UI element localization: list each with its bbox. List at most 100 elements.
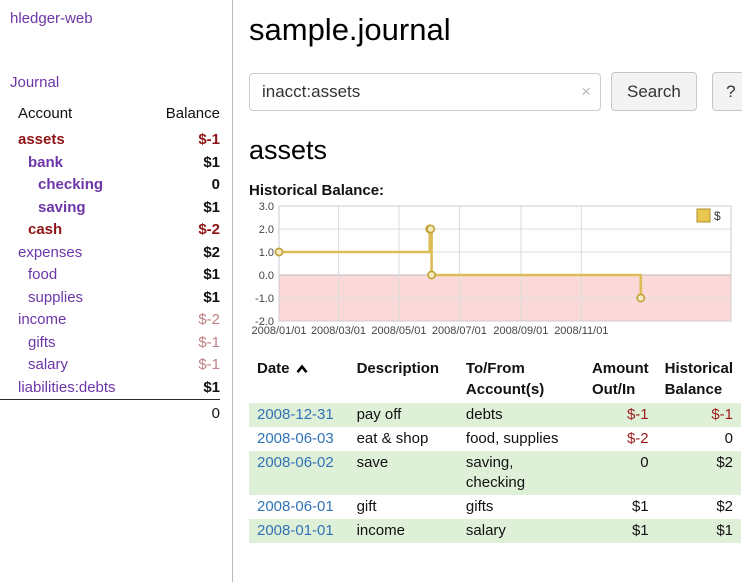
search-input-wrap: ×: [249, 72, 601, 111]
col-description: Description: [356, 360, 440, 377]
account-balance: $2: [203, 243, 220, 261]
y-tick-label: 3.0: [259, 201, 274, 213]
account-link-food[interactable]: food: [28, 266, 58, 283]
col-balance: Historical Balance: [664, 360, 733, 398]
transaction-date-link[interactable]: 2008-12-31: [257, 406, 334, 423]
account-link-salary[interactable]: salary: [28, 356, 69, 373]
legend-label: $: [714, 209, 721, 223]
transaction-date-link[interactable]: 2008-06-03: [257, 430, 334, 447]
account-row: income $-2: [10, 309, 220, 332]
transaction-accounts: saving, checking: [465, 454, 526, 491]
account-row: salary $-1: [10, 354, 220, 377]
data-point-marker: [274, 247, 284, 257]
app-title-link[interactable]: hledger-web: [10, 10, 93, 27]
transaction-amount: $-2: [626, 430, 649, 447]
transaction-date-link[interactable]: 2008-06-01: [257, 498, 334, 515]
help-button[interactable]: ?: [711, 72, 742, 111]
clear-search-icon[interactable]: ×: [581, 81, 591, 101]
main-content: sample.journal × Search ? assets Histori…: [233, 0, 742, 582]
y-tick-label: 2.0: [259, 224, 274, 236]
register-body: 2008-12-31 pay off debts $-1 $-1 2008-06-03 ea…: [249, 403, 741, 543]
account-row: cash $-2: [10, 219, 220, 242]
account-tree: assets $-1 bank $1 checking 0 saving $1 cash $-2 e…: [10, 129, 220, 399]
transaction-accounts: salary: [465, 522, 506, 539]
account-balance: 0: [211, 176, 220, 193]
search-button[interactable]: Search: [611, 72, 697, 111]
y-tick-label: 1.0: [259, 247, 274, 259]
transaction-date-cell: 2008-06-03: [249, 427, 349, 451]
search-input[interactable]: [249, 72, 601, 111]
account-link-liabilities-debts[interactable]: liabilities:debts: [18, 378, 116, 396]
x-tick-label: 2008/07/01: [432, 325, 487, 337]
account-heading: assets: [249, 135, 328, 165]
transaction-row[interactable]: 2008-01-01 income salary $1 $1: [249, 519, 741, 543]
transaction-description: income: [356, 522, 405, 539]
account-row: assets $-1: [10, 129, 220, 152]
transaction-accounts: debts: [465, 406, 503, 423]
account-link-assets[interactable]: assets: [18, 131, 65, 148]
account-balance: $-1: [198, 333, 220, 351]
x-tick-label: 2008/01/01: [251, 325, 306, 337]
account-link-bank[interactable]: bank: [28, 153, 64, 171]
accounts-total-row: 0: [0, 399, 220, 425]
transaction-amount: $1: [631, 498, 649, 515]
col-accounts: To/From Account(s): [465, 360, 545, 398]
account-row: liabilities:debts $1: [10, 377, 220, 400]
transaction-balance: $-1: [711, 406, 733, 423]
transaction-row[interactable]: 2008-06-03 eat & shop food, supplies $-2 0: [249, 427, 741, 451]
transaction-date-link[interactable]: 2008-06-02: [257, 454, 334, 471]
transaction-balance: $2: [716, 498, 733, 515]
legend-swatch: [696, 208, 711, 223]
transaction-description: eat & shop: [356, 430, 429, 447]
accounts-col-balance: Balance: [165, 105, 220, 122]
chevron-up-icon: [296, 364, 308, 374]
search-bar: × Search ?: [249, 72, 742, 111]
account-link-expenses[interactable]: expenses: [18, 243, 83, 261]
transaction-row[interactable]: 2008-06-02 save saving, checking 0 $2: [249, 451, 741, 495]
account-balance: $1: [203, 288, 220, 306]
account-balance: $1: [203, 198, 220, 216]
transaction-accounts: food, supplies: [465, 430, 559, 447]
account-balance: $-2: [198, 311, 220, 328]
transaction-row[interactable]: 2008-06-01 gift gifts $1 $2: [249, 495, 741, 519]
col-date-sortable[interactable]: Date: [249, 355, 349, 403]
y-tick-label: -2.0: [255, 316, 274, 328]
accounts-col-account: Account: [18, 105, 73, 122]
transaction-amount: $1: [631, 522, 649, 539]
y-tick-label: 0.0: [259, 270, 274, 282]
account-row: supplies $1: [10, 287, 220, 310]
account-balance: $-1: [198, 131, 220, 148]
accounts-panel: Account Balance assets $-1 bank $1 checking 0…: [0, 105, 220, 425]
transaction-row[interactable]: 2008-12-31 pay off debts $-1 $-1: [249, 403, 741, 427]
account-row: checking 0: [10, 174, 220, 197]
account-link-supplies[interactable]: supplies: [28, 288, 84, 306]
account-balance: $1: [203, 378, 220, 396]
transaction-balance: 0: [724, 430, 733, 447]
account-link-checking[interactable]: checking: [38, 176, 104, 193]
data-point-marker: [427, 270, 437, 280]
account-row: bank $1: [10, 152, 220, 175]
account-link-cash[interactable]: cash: [28, 221, 63, 238]
transaction-date-link[interactable]: 2008-01-01: [257, 522, 334, 539]
account-row: food $1: [10, 264, 220, 287]
account-link-gifts[interactable]: gifts: [28, 333, 56, 351]
transaction-amount: $-1: [626, 406, 649, 423]
transaction-date-cell: 2008-12-31: [249, 403, 349, 427]
x-tick-label: 2008/11/01: [554, 325, 608, 337]
account-link-income[interactable]: income: [18, 311, 67, 328]
page-title: sample.journal: [249, 12, 451, 47]
account-link-saving[interactable]: saving: [38, 198, 86, 216]
x-tick-label: 2008/09/01: [493, 325, 548, 337]
transaction-balance: $1: [716, 522, 733, 539]
y-tick-label: -1.0: [255, 293, 274, 305]
sidebar-item-journal[interactable]: Journal: [10, 74, 60, 91]
chart-title: Historical Balance:: [249, 182, 385, 199]
transaction-date-cell: 2008-06-02: [249, 451, 349, 495]
sidebar: hledger-web Journal Account Balance asse…: [0, 0, 233, 582]
x-tick-label: 2008/05/01: [371, 325, 426, 337]
accounts-header: Account Balance: [10, 105, 220, 129]
transaction-balance: $2: [716, 454, 733, 471]
data-point-marker: [426, 224, 436, 234]
